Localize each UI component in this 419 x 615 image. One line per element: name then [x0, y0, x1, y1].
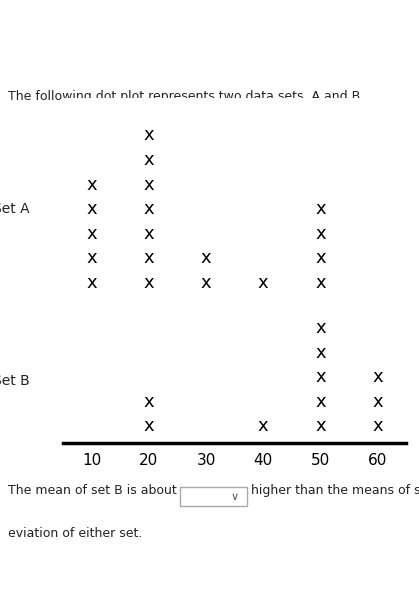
Text: ∨: ∨: [230, 491, 238, 502]
Text: eviation of either set.: eviation of either set.: [8, 527, 143, 540]
Text: x: x: [86, 249, 97, 268]
Text: x: x: [315, 224, 326, 243]
Text: x: x: [315, 418, 326, 435]
Text: x: x: [201, 249, 211, 268]
Text: Set A: Set A: [0, 202, 30, 216]
Text: x: x: [258, 274, 269, 292]
Text: Assignment  - 10. Dot Plots: Assignment - 10. Dot Plots: [147, 21, 338, 34]
Text: x: x: [315, 200, 326, 218]
Text: x: x: [143, 151, 154, 169]
Text: The mean of set B is about: The mean of set B is about: [8, 484, 177, 497]
Text: x: x: [143, 393, 154, 411]
Text: x: x: [372, 393, 383, 411]
Text: higher than the means of se: higher than the means of se: [251, 484, 419, 497]
Text: x: x: [143, 418, 154, 435]
Text: x: x: [86, 200, 97, 218]
Text: x: x: [201, 274, 211, 292]
Text: x: x: [315, 344, 326, 362]
Text: x: x: [143, 200, 154, 218]
FancyBboxPatch shape: [180, 487, 247, 506]
Text: x: x: [315, 393, 326, 411]
Text: x: x: [86, 175, 97, 194]
Text: Attempt 2 of 5: Attempt 2 of 5: [147, 52, 227, 62]
Text: x: x: [143, 126, 154, 145]
Text: x: x: [143, 274, 154, 292]
Text: x: x: [315, 319, 326, 337]
Text: The following dot plot represents two data sets, A and B.: The following dot plot represents two da…: [8, 90, 365, 103]
Text: x: x: [372, 418, 383, 435]
Text: x: x: [258, 418, 269, 435]
Text: x: x: [86, 224, 97, 243]
Text: x: x: [86, 274, 97, 292]
Text: x: x: [372, 368, 383, 386]
Text: x: x: [315, 249, 326, 268]
Text: Set B: Set B: [0, 375, 30, 388]
Text: x: x: [143, 224, 154, 243]
Text: x: x: [315, 274, 326, 292]
Text: x: x: [143, 175, 154, 194]
Text: x: x: [143, 249, 154, 268]
Text: x: x: [315, 368, 326, 386]
